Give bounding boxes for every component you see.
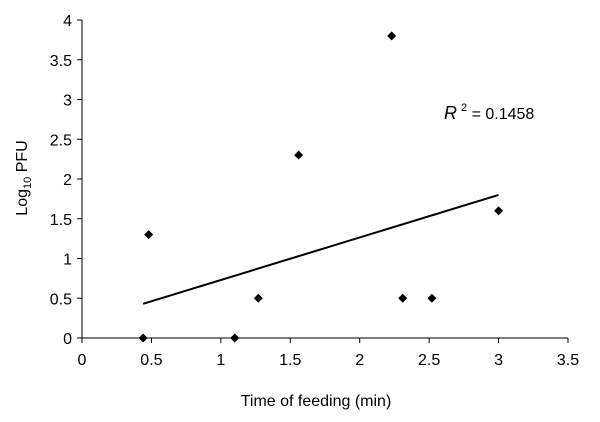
r-value: = 0.1458 — [467, 106, 534, 123]
x-tick-label: 1.5 — [279, 352, 301, 369]
y-axis: 0 0.5 1 1.5 2 2.5 3 3.5 4 — [50, 13, 83, 348]
x-tick-label: 2 — [355, 352, 364, 369]
data-point — [230, 333, 240, 343]
x-tick-label: 0.5 — [140, 352, 162, 369]
x-axis-title: Time of feeding (min) — [241, 393, 392, 410]
data-point — [387, 31, 397, 41]
trendline-group — [142, 193, 499, 305]
r-symbol: R — [444, 103, 457, 123]
data-point — [253, 293, 263, 303]
y-axis-title-subscript: 10 — [22, 177, 34, 189]
y-tick-label: 3 — [63, 93, 72, 110]
data-point — [427, 293, 437, 303]
y-tick-label: 0.5 — [50, 291, 72, 308]
data-point — [294, 150, 304, 160]
x-tick-label: 2.5 — [418, 352, 440, 369]
y-tick-label: 1.5 — [50, 212, 72, 229]
x-axis: 0 0.5 1 1.5 2 2.5 3 3.5 — [78, 337, 579, 369]
y-tick-label: 4 — [63, 13, 72, 30]
y-axis-title-prefix: Log — [14, 189, 31, 216]
y-axis-title-suffix: PFU — [14, 140, 31, 176]
y-axis-title: Log10 PFU — [14, 140, 34, 215]
y-tick-label: 2.5 — [50, 132, 72, 149]
data-point — [138, 333, 148, 343]
x-tick-label: 1 — [216, 352, 225, 369]
r-exponent: 2 — [461, 102, 467, 114]
y-tick-label: 1 — [63, 252, 72, 269]
trendline — [142, 193, 499, 305]
data-point — [494, 206, 504, 216]
y-tick-label: 3.5 — [50, 53, 72, 70]
x-tick-label: 3.5 — [557, 352, 579, 369]
y-tick-label: 0 — [63, 331, 72, 348]
data-points — [138, 31, 504, 343]
data-point — [398, 293, 408, 303]
y-tick-label: 2 — [63, 172, 72, 189]
data-point — [144, 230, 154, 240]
x-tick-label: 3 — [494, 352, 503, 369]
x-tick-label: 0 — [78, 352, 87, 369]
